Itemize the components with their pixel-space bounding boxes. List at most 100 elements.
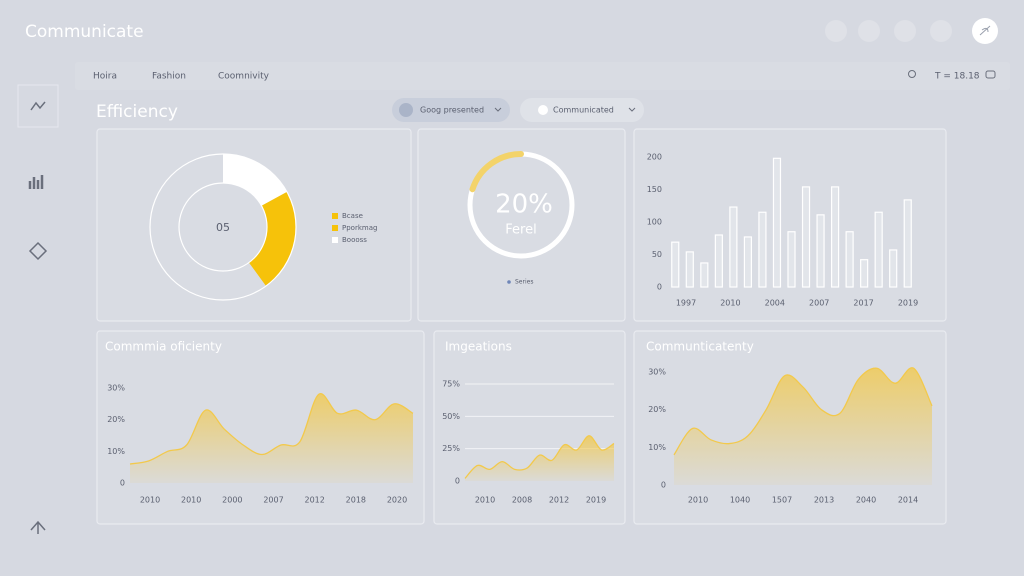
x-tick-label: 2000 [222,496,242,505]
y-tick-label: 10% [648,443,666,452]
x-tick-label: 2017 [853,299,873,308]
x-tick-label: 2018 [346,496,366,505]
chart-title: Imgeations [445,340,512,354]
x-tick-label: 2007 [809,299,829,308]
filter-dropdown[interactable] [520,98,644,122]
bar [685,251,694,288]
legend-label: Bcase [342,212,363,220]
gauge-progress [469,151,524,193]
icon-button[interactable] [825,20,847,42]
y-tick-label: 30% [648,368,666,377]
icon-button[interactable] [930,20,952,42]
x-tick-label: 1040 [730,496,750,505]
x-tick-label: 2020 [387,496,407,505]
sidebar-icon[interactable] [28,175,44,189]
bar [830,186,840,288]
legend-label: Boooss [342,236,367,244]
legend-swatch [332,225,338,231]
nav-link[interactable]: Fashion [152,72,186,82]
y-tick-label: 50 [652,250,662,259]
sidebar-icon[interactable] [30,101,46,111]
filter-label: Communicated [553,106,614,115]
chevron [494,107,502,112]
card [633,128,947,322]
donut-segment [248,191,296,287]
bar [889,249,898,288]
x-tick-label: 2010 [475,496,495,505]
bar [671,241,680,288]
x-tick-label: 2007 [263,496,283,505]
y-tick-label: 0 [657,283,662,292]
bar [816,214,825,288]
gauge-label: Ferel [505,223,536,238]
icon-button[interactable] [894,20,916,42]
y-tick-label: 75% [442,380,460,389]
donut-outline [178,182,268,272]
toolbar-text: T = 18.18 [934,72,980,82]
x-tick-label: 1997 [676,299,696,308]
bar [903,199,912,288]
y-tick-label: 0 [455,477,460,486]
gauge-legend: Series [515,279,533,286]
x-tick-label: 2013 [814,496,834,505]
y-tick-label: 25% [442,444,460,453]
bar [845,231,854,288]
bar [700,262,709,288]
x-tick-label: 2010 [181,496,201,505]
social-icons [825,18,998,44]
sidebar-item-active[interactable] [17,84,59,128]
x-tick-label: 2010 [720,299,740,308]
page-title: Efficiency [96,102,178,122]
filter-icon [538,105,548,115]
bar [801,186,811,288]
legend-swatch [332,213,338,219]
y-tick-label: 20% [648,405,666,414]
bar [743,236,753,288]
search-icon[interactable] [908,70,916,78]
legend-dot [507,280,511,284]
area-line [464,435,615,479]
y-tick-label: 200 [647,153,662,162]
nav-bar [75,62,1010,90]
sidebar-icon[interactable] [30,520,46,534]
donut-outline [149,153,297,301]
x-tick-label: 2010 [140,496,160,505]
bar [758,211,767,288]
x-tick-label: 2012 [304,496,324,505]
nav-link[interactable]: Hoira [93,72,117,82]
filter-dropdown[interactable] [392,98,510,122]
y-tick-label: 100 [647,218,662,227]
bar [874,211,883,288]
card [417,128,626,322]
area-line [129,393,414,465]
gauge-value: 20% [495,190,553,220]
nav-link[interactable]: Coomnivity [218,72,270,82]
y-tick-label: 20% [107,415,125,424]
icon-button[interactable] [858,20,880,42]
x-tick-label: 2010 [688,496,708,505]
bar [714,234,723,288]
area-fill [465,435,614,481]
donut-segment [223,154,287,206]
x-tick-label: 2019 [898,299,918,308]
bar [787,231,796,288]
legend-swatch [332,237,338,243]
x-tick-label: 2008 [512,496,532,505]
bar [772,157,782,288]
x-tick-label: 2014 [898,496,918,505]
y-tick-label: 50% [442,412,460,421]
sidebar-icon[interactable] [28,241,48,261]
filter-icon [399,103,413,117]
y-tick-label: 150 [647,185,662,194]
bar [729,206,738,288]
x-tick-label: 2019 [586,496,606,505]
app-title: Communicate [25,22,144,42]
x-tick-label: 1507 [772,496,792,505]
x-tick-label: 2040 [856,496,876,505]
chevron [628,107,636,112]
chat-icon[interactable] [985,70,996,79]
filter-label: Goog presented [420,106,484,115]
bar [860,259,869,288]
